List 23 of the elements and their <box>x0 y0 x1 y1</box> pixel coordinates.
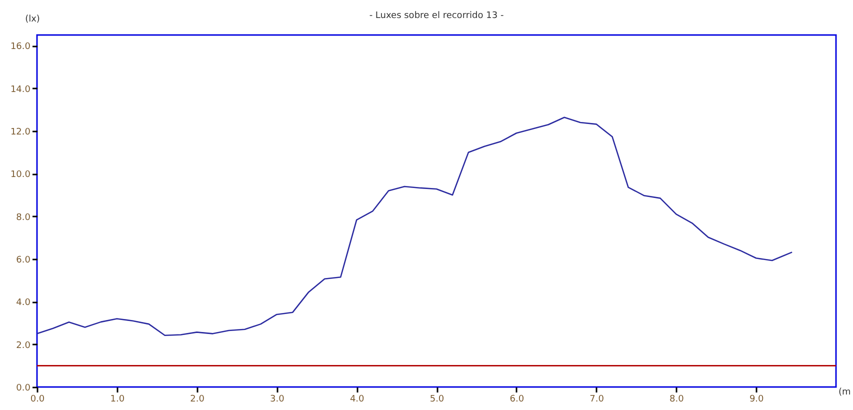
x-tick-label: 0.0 <box>30 394 45 404</box>
x-tick-label: 1.0 <box>110 394 125 404</box>
y-tick-label: 4.0 <box>16 298 31 308</box>
y-tick-label: 12.0 <box>10 128 31 138</box>
x-tick-label: 9.0 <box>749 394 764 404</box>
line-series <box>36 116 793 336</box>
x-tick-label: 3.0 <box>270 394 285 404</box>
chart-title: - Luxes sobre el recorrido 13 - <box>369 11 504 21</box>
y-tick-label: 14.0 <box>10 84 31 95</box>
y-tick-label: 10.0 <box>10 170 31 180</box>
y-tick-label: 8.0 <box>16 212 31 223</box>
x-tick-label: 2.0 <box>190 394 205 404</box>
x-tick-label: 6.0 <box>510 394 524 404</box>
y-tick-label: 0.0 <box>16 384 31 394</box>
y-tick-label: 2.0 <box>16 340 31 351</box>
x-tick-label: 8.0 <box>670 394 684 404</box>
x-tick-label: 5.0 <box>430 394 444 404</box>
y-tick-label: 16.0 <box>10 42 31 52</box>
x-axis-title: (m <box>838 388 851 398</box>
x-tick-label: 7.0 <box>590 394 604 404</box>
x-tick-label: 4.0 <box>350 394 365 404</box>
y-axis-title: (lx) <box>25 14 40 24</box>
y-tick-label: 6.0 <box>16 256 31 266</box>
